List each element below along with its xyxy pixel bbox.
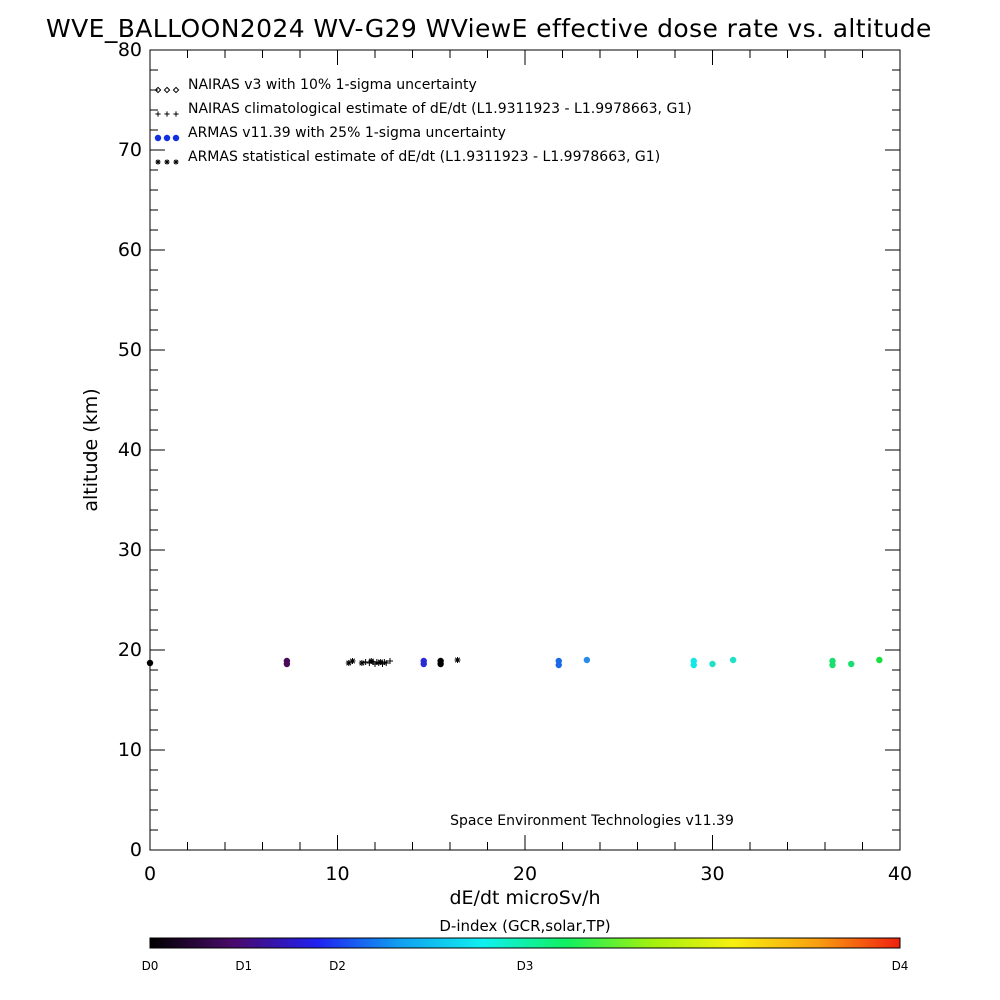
data-point <box>368 658 375 664</box>
asterisk-marker <box>164 159 170 165</box>
diamond-marker <box>154 86 162 94</box>
asterisk-marker <box>173 159 179 165</box>
legend-item: ARMAS statistical estimate of dE/dt (L1.… <box>155 149 660 165</box>
data-point <box>362 659 369 665</box>
colorbar-label: D1 <box>235 959 252 973</box>
asterisk-marker <box>155 159 161 165</box>
dot-marker <box>172 134 180 142</box>
dot-marker <box>283 657 291 665</box>
plus-marker <box>164 111 170 117</box>
asterisk-marker <box>368 658 375 664</box>
y-tick-label: 30 <box>118 539 142 561</box>
dot-marker <box>709 660 716 668</box>
plus-marker <box>383 660 390 666</box>
data-point <box>383 660 390 666</box>
colorbar-label: D3 <box>517 959 534 973</box>
data-point <box>848 660 855 668</box>
dot-marker <box>437 657 444 665</box>
dot-marker <box>690 657 697 665</box>
dot-marker <box>876 656 883 664</box>
data-point <box>690 657 697 665</box>
data-point <box>358 660 365 666</box>
plus-marker <box>173 111 179 117</box>
plus-marker <box>387 658 393 664</box>
axis-tick-labels: 0 10 20 30 40 0 10 20 30 40 50 60 70 80 <box>118 39 912 885</box>
colorbar-title: D-index (GCR,solar,TP) <box>439 917 610 935</box>
data-point <box>709 660 716 668</box>
dot-marker <box>146 659 154 667</box>
data-point <box>454 657 461 663</box>
axis-ticks <box>149 49 901 851</box>
x-tick-label: 0 <box>144 863 156 885</box>
legend-item: NAIRAS v3 with 10% 1-sigma uncertainty <box>154 77 477 94</box>
colorbar-label: D2 <box>329 959 346 973</box>
y-tick-label: 10 <box>118 739 142 761</box>
asterisk-marker <box>345 660 352 666</box>
legend-item: ARMAS v11.39 with 25% 1-sigma uncertaint… <box>154 125 506 142</box>
plus-marker <box>155 111 161 117</box>
legend: NAIRAS v3 with 10% 1-sigma uncertainty NA… <box>154 77 692 165</box>
data-point <box>555 657 562 665</box>
series-asterisk <box>345 657 461 666</box>
data-point <box>420 657 427 665</box>
dot-marker <box>583 656 591 664</box>
dot-marker <box>848 660 855 668</box>
legend-label: NAIRAS v3 with 10% 1-sigma uncertainty <box>188 77 477 93</box>
data-point <box>349 658 356 664</box>
data-point <box>283 657 291 665</box>
x-tick-label: 40 <box>888 863 912 885</box>
y-tick-label: 70 <box>118 139 142 161</box>
y-tick-label: 20 <box>118 639 142 661</box>
data-point <box>583 656 591 664</box>
legend-label: NAIRAS climatological estimate of dE/dt … <box>188 101 692 117</box>
asterisk-marker <box>454 657 461 663</box>
data-point <box>437 657 444 665</box>
dot-marker <box>555 657 562 665</box>
data-point <box>345 660 352 666</box>
asterisk-marker <box>349 658 356 664</box>
y-tick-label: 80 <box>118 39 142 61</box>
dot-marker <box>729 656 737 664</box>
x-tick-label: 10 <box>325 863 349 885</box>
data-point <box>876 656 883 664</box>
dot-marker <box>829 657 836 665</box>
data-point <box>829 657 836 665</box>
legend-label: ARMAS statistical estimate of dE/dt (L1.… <box>188 149 660 165</box>
data-point <box>729 656 737 664</box>
diamond-marker <box>172 86 180 94</box>
colorbar <box>149 937 901 949</box>
colorbar-label: D0 <box>142 959 159 973</box>
dot-marker <box>420 657 427 665</box>
data-points <box>146 656 883 669</box>
y-axis-title: altitude (km) <box>80 388 102 511</box>
x-tick-label: 20 <box>513 863 537 885</box>
legend-label: ARMAS v11.39 with 25% 1-sigma uncertaint… <box>188 125 506 141</box>
plus-marker <box>362 659 369 665</box>
asterisk-marker <box>377 659 384 665</box>
legend-item: NAIRAS climatological estimate of dE/dt … <box>155 101 692 117</box>
series-dot <box>146 656 883 669</box>
data-point <box>387 658 393 664</box>
y-tick-label: 0 <box>130 839 142 861</box>
diamond-marker <box>163 86 171 94</box>
colorbar-label: D4 <box>892 959 909 973</box>
asterisk-marker <box>358 660 365 666</box>
dot-marker <box>163 134 171 142</box>
plot-frame <box>149 49 901 851</box>
credit-annotation: Space Environment Technologies v11.39 <box>450 813 734 829</box>
x-tick-label: 30 <box>700 863 724 885</box>
y-tick-label: 40 <box>118 439 142 461</box>
y-tick-label: 60 <box>118 239 142 261</box>
y-tick-label: 50 <box>118 339 142 361</box>
colorbar-labels: D0 D1 D2 D3 D4 <box>142 959 909 973</box>
x-axis-title: dE/dt microSv/h <box>449 887 600 909</box>
data-point <box>377 659 384 665</box>
dot-marker <box>154 134 162 142</box>
chart-title: WVE_BALLOON2024 WV-G29 WViewE effective … <box>46 14 932 43</box>
data-point <box>146 659 154 667</box>
